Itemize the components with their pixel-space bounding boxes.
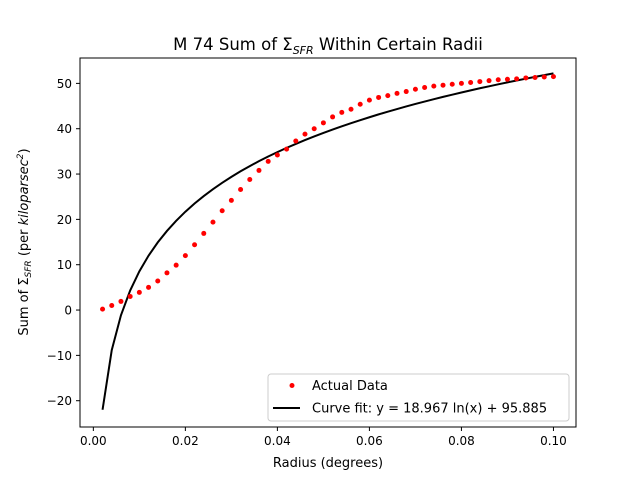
data-point: [155, 278, 161, 284]
data-point: [532, 74, 538, 80]
data-point: [192, 242, 198, 248]
data-point: [422, 84, 428, 90]
y-tick-label: 50: [57, 77, 72, 91]
data-point: [366, 97, 372, 103]
y-tick-label: 40: [57, 122, 72, 136]
y-axis-ticks: −20 −10 0 10 20 30 40 50: [47, 77, 80, 408]
data-point: [247, 176, 253, 182]
data-point: [109, 303, 115, 309]
y-tick-label: 20: [57, 213, 72, 227]
data-point: [201, 230, 207, 236]
data-point: [164, 270, 170, 276]
data-point: [265, 158, 271, 164]
data-point: [486, 78, 492, 84]
legend: Actual Data Curve fit: y = 18.967 ln(x) …: [267, 373, 570, 422]
x-axis-label: Radius (degrees): [273, 456, 383, 471]
data-point: [376, 94, 382, 100]
data-point: [228, 197, 234, 203]
data-point: [302, 131, 308, 137]
axes-frame: [79, 57, 577, 428]
data-point: [330, 114, 336, 120]
data-point: [523, 75, 529, 81]
data-point: [136, 289, 142, 295]
data-point: [449, 81, 455, 87]
data-point: [412, 86, 418, 92]
data-point: [348, 106, 354, 112]
data-point: [118, 298, 124, 304]
data-point: [514, 76, 520, 82]
data-point: [293, 138, 299, 144]
data-point: [182, 253, 188, 259]
data-point: [284, 146, 290, 152]
data-point: [210, 219, 216, 225]
y-tick-label: −20: [47, 394, 72, 408]
data-point: [146, 284, 152, 290]
data-point: [458, 80, 464, 86]
data-point: [504, 76, 510, 82]
y-tick-label: 30: [57, 168, 72, 182]
data-point: [311, 126, 317, 132]
x-tick-label: 0.10: [540, 434, 567, 448]
x-axis-ticks: 0.00 0.02 0.04 0.06 0.08 0.10: [80, 427, 567, 448]
y-axis-label: Sum of ΣSFR (per kiloparsec2): [16, 148, 34, 335]
y-tick-label: 10: [57, 258, 72, 272]
plot-area: [100, 72, 556, 410]
data-point: [394, 90, 400, 96]
data-point: [274, 152, 280, 158]
x-tick-label: 0.06: [356, 434, 383, 448]
data-point: [403, 89, 409, 95]
y-tick-label: 0: [64, 304, 72, 318]
data-point: [219, 208, 225, 214]
data-point: [440, 82, 446, 88]
data-point: [238, 186, 244, 192]
data-point: [100, 306, 106, 312]
data-point: [320, 120, 326, 126]
data-point: [339, 109, 345, 115]
data-point: [495, 77, 501, 83]
legend-marker-actual-data: [289, 383, 295, 388]
data-point: [550, 74, 556, 80]
legend-label-curve-fit: Curve fit: y = 18.967 ln(x) + 95.885: [312, 402, 547, 417]
data-point: [477, 79, 483, 85]
x-tick-label: 0.02: [172, 434, 199, 448]
data-point: [357, 101, 363, 107]
y-tick-label: −10: [47, 349, 72, 363]
legend-label-actual-data: Actual Data: [312, 379, 388, 394]
x-tick-label: 0.08: [448, 434, 475, 448]
data-point: [256, 167, 262, 173]
curve-fit-line: [101, 72, 554, 410]
data-point: [127, 293, 133, 299]
legend-frame: [267, 373, 570, 422]
data-point: [468, 79, 474, 85]
curve-fit-line-group: [101, 72, 554, 410]
data-point: [385, 93, 391, 99]
data-point: [541, 74, 547, 80]
data-point: [173, 262, 179, 268]
data-point: [431, 83, 437, 89]
data-points-group: [100, 74, 556, 312]
chart-title: M 74 Sum of ΣSFR Within Certain Radii: [173, 35, 483, 57]
x-tick-label: 0.00: [80, 434, 107, 448]
x-tick-label: 0.04: [264, 434, 291, 448]
